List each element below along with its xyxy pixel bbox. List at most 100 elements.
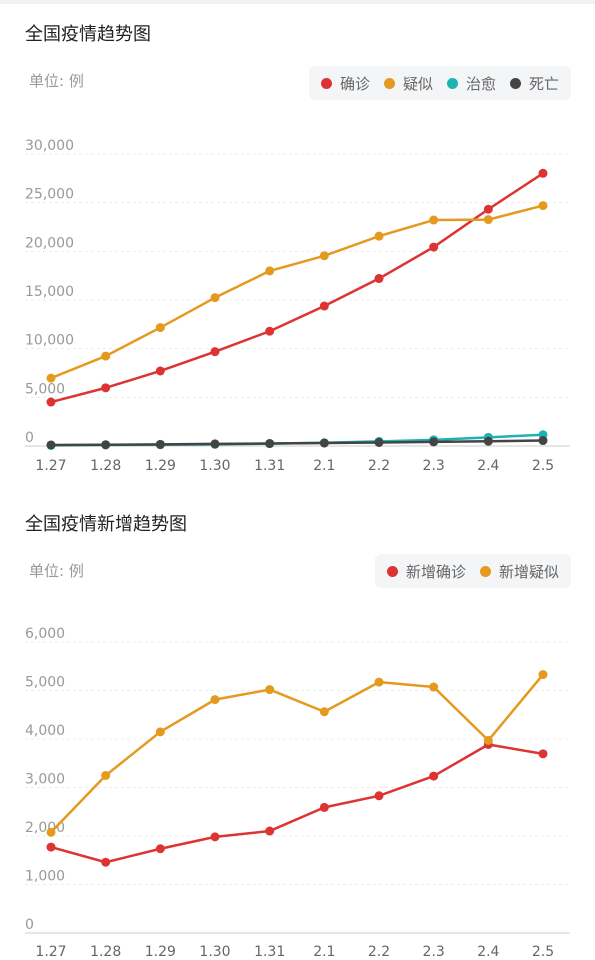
legend-dot-confirmed <box>320 77 332 89</box>
data-point <box>374 437 384 447</box>
legend[interactable]: 新增确诊 新增疑似 <box>374 554 571 588</box>
x-tick-label: 1.31 <box>254 944 285 960</box>
legend[interactable]: 确诊 疑似 治愈 死亡 <box>308 66 571 100</box>
legend-dot-suspected <box>383 77 395 89</box>
new-cases-trend-chart: 全国疫情新增趋势图 单位: 例 新增确诊 新增疑似 0 1,000 2,000 3,0… <box>0 490 595 960</box>
x-tick-label: 2.1 <box>313 944 335 960</box>
data-point <box>210 347 220 357</box>
x-tick-label: 2.3 <box>423 458 445 474</box>
y-tick-label: 3,000 <box>25 772 65 788</box>
legend-item-new-confirmed[interactable]: 新增确诊 <box>386 561 466 582</box>
y-tick-label: 1,000 <box>25 869 65 885</box>
x-tick-label: 1.28 <box>90 944 121 960</box>
x-tick-label: 2.5 <box>532 944 554 960</box>
data-point <box>319 301 329 311</box>
unit-label: 单位: 例 <box>29 562 84 580</box>
x-tick-label: 2.1 <box>313 458 335 474</box>
data-point <box>101 383 111 393</box>
data-point <box>538 201 548 211</box>
legend-dot-new-suspected <box>479 565 491 577</box>
y-tick-label: 15,000 <box>25 284 74 300</box>
data-point <box>319 707 329 717</box>
x-tick-label: 1.30 <box>199 458 230 474</box>
x-tick-label: 1.31 <box>254 458 285 474</box>
data-point <box>155 439 165 449</box>
legend-dot-deaths <box>509 77 521 89</box>
x-tick-label: 1.30 <box>199 944 230 960</box>
data-point <box>155 366 165 376</box>
y-tick-label: 5,000 <box>25 381 65 397</box>
data-point <box>483 436 493 446</box>
data-point <box>374 677 384 687</box>
top-bar <box>0 0 595 4</box>
data-point <box>101 440 111 450</box>
legend-label: 死亡 <box>528 74 559 93</box>
series-line <box>50 439 544 447</box>
y-tick-label: 6,000 <box>25 626 65 642</box>
data-point <box>538 670 548 680</box>
data-point <box>46 842 56 852</box>
data-point <box>155 844 165 854</box>
data-point <box>483 215 493 225</box>
data-point <box>265 685 275 695</box>
total-trend-chart: 全国疫情趋势图 单位: 例 确诊 疑似 治愈 死亡 0 5,000 10,000 15… <box>25 24 571 474</box>
data-point <box>210 832 220 842</box>
data-point <box>155 323 165 333</box>
data-point <box>429 242 439 252</box>
series-line <box>50 743 544 864</box>
data-point <box>483 204 493 214</box>
series-line <box>50 673 544 834</box>
data-point <box>319 438 329 448</box>
x-tick-label: 1.27 <box>35 944 66 960</box>
legend-item-suspected[interactable]: 疑似 <box>383 73 433 94</box>
data-point <box>265 826 275 836</box>
legend-label: 治愈 <box>465 74 496 93</box>
data-point <box>101 351 111 361</box>
unit-label: 单位: 例 <box>29 72 84 90</box>
data-point <box>46 397 56 407</box>
data-point <box>483 735 493 745</box>
data-point <box>538 436 548 446</box>
y-tick-label: 0 <box>25 917 34 933</box>
x-tick-label: 2.4 <box>477 944 499 960</box>
data-point <box>538 168 548 178</box>
legend-dot-cured <box>446 77 458 89</box>
y-tick-label: 4,000 <box>25 723 65 739</box>
x-tick-label: 1.28 <box>90 458 121 474</box>
legend-label: 确诊 <box>339 74 370 93</box>
y-tick-label: 25,000 <box>25 187 74 203</box>
y-tick-label: 0 <box>25 430 34 446</box>
data-point <box>429 215 439 225</box>
legend-item-confirmed[interactable]: 确诊 <box>320 73 370 94</box>
legend-item-new-suspected[interactable]: 新增疑似 <box>479 561 559 582</box>
x-tick-label: 2.5 <box>532 458 554 474</box>
data-point <box>46 373 56 383</box>
data-point <box>101 770 111 780</box>
data-point <box>429 437 439 447</box>
data-point <box>265 326 275 336</box>
data-point <box>210 293 220 303</box>
y-tick-label: 5,000 <box>25 675 65 691</box>
data-point <box>101 857 111 867</box>
series-line <box>50 172 544 404</box>
x-tick-label: 1.27 <box>35 458 66 474</box>
series-line <box>50 204 544 380</box>
y-tick-label: 20,000 <box>25 235 74 251</box>
data-point <box>374 791 384 801</box>
data-point <box>210 439 220 449</box>
data-point <box>155 727 165 737</box>
data-point <box>46 440 56 450</box>
data-point <box>210 695 220 705</box>
data-point <box>538 749 548 759</box>
x-tick-label: 2.2 <box>368 458 390 474</box>
x-tick-label: 2.4 <box>477 458 499 474</box>
chart-title: 全国疫情新增趋势图 <box>25 514 187 535</box>
legend-item-cured[interactable]: 治愈 <box>446 73 496 94</box>
legend-item-deaths[interactable]: 死亡 <box>509 73 559 94</box>
data-point <box>46 827 56 837</box>
data-point <box>265 266 275 276</box>
data-point <box>374 231 384 241</box>
data-point <box>429 682 439 692</box>
x-tick-label: 2.3 <box>423 944 445 960</box>
